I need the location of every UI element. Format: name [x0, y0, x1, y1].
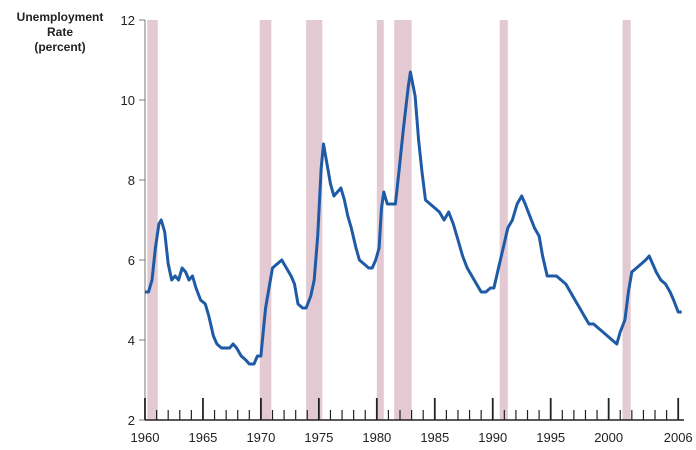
recession-band	[147, 20, 158, 420]
recession-band	[394, 20, 412, 420]
y-axis-label: Rate	[47, 25, 73, 39]
y-tick-label: 8	[128, 173, 135, 188]
y-tick-label: 12	[121, 13, 135, 28]
recession-band	[306, 20, 323, 420]
y-axis-label: (percent)	[34, 40, 85, 54]
x-tick-label: 1985	[420, 430, 449, 445]
recession-band	[499, 20, 508, 420]
recession-band	[259, 20, 272, 420]
x-tick-label: 1960	[131, 430, 160, 445]
line-series	[145, 70, 682, 366]
y-tick-label: 2	[128, 413, 135, 428]
x-tick-label: 1975	[304, 430, 333, 445]
x-tick-label: 2006	[664, 430, 693, 445]
x-tick-label: 2000	[594, 430, 623, 445]
x-tick-label: 1995	[536, 430, 565, 445]
x-tick-label: 1965	[188, 430, 217, 445]
x-tick-label: 1980	[362, 430, 391, 445]
x-tick-label: 1990	[478, 430, 507, 445]
recession-band	[622, 20, 631, 420]
y-tick-label: 10	[121, 93, 135, 108]
x-tick-label: 1970	[246, 430, 275, 445]
y-tick-label: 6	[128, 253, 135, 268]
y-tick-label: 4	[128, 333, 135, 348]
y-axis-label: Unemployment	[17, 10, 104, 24]
